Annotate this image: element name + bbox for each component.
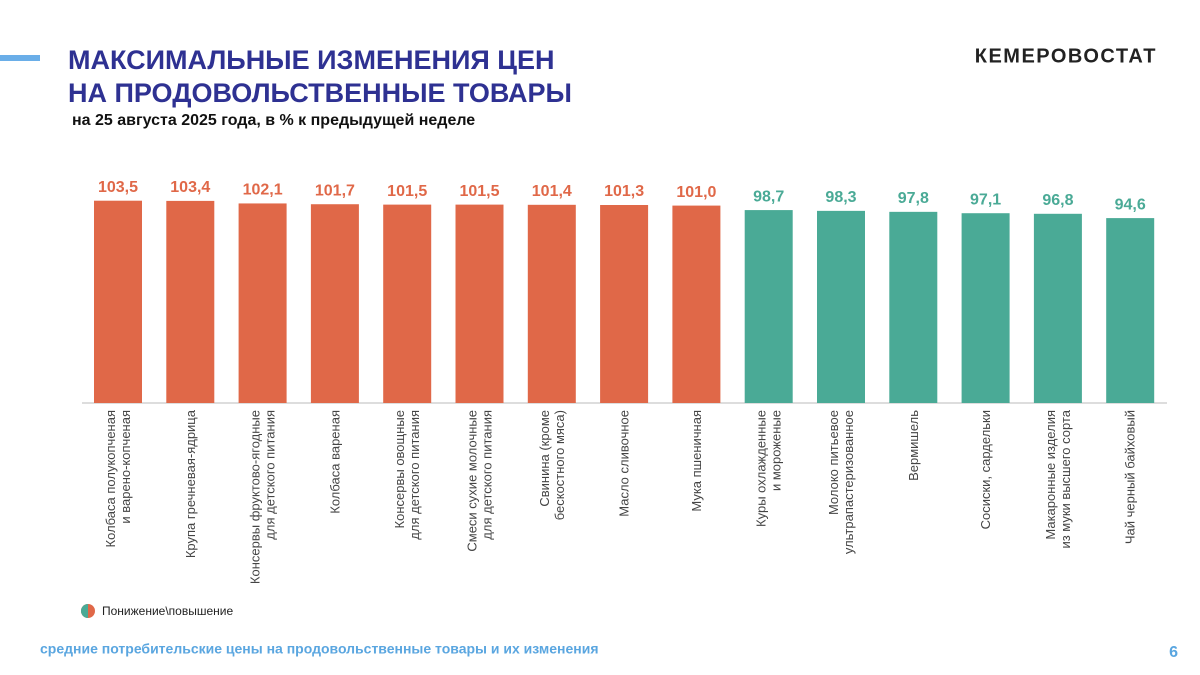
bar: [817, 210, 865, 403]
brand: КЕМЕРОВОСТАТ: [975, 45, 1157, 67]
bar: [744, 210, 793, 403]
accent-bar: [0, 55, 40, 61]
value-label: 101,3: [604, 183, 644, 200]
category-label: Куры охлажденные и мороженые: [753, 410, 784, 527]
category-label: Макаронные изделия из муки высшего сорта: [1042, 410, 1073, 549]
bar: [527, 204, 576, 403]
value-label: 96,8: [1042, 192, 1073, 209]
bar: [455, 204, 504, 403]
bar: [889, 211, 938, 403]
category-label: Вермишель: [905, 410, 921, 481]
bar: [672, 205, 721, 403]
value-label: 98,7: [753, 188, 784, 205]
subtitle: на 25 августа 2025 года, в % к предыдуще…: [72, 112, 475, 129]
title: НА ПРОДОВОЛЬСТВЕННЫЕ ТОВАРЫ: [68, 78, 572, 108]
legend-label: Понижение\повышение: [102, 604, 233, 618]
category-label: Крупа гречневая-ядрица: [182, 410, 198, 559]
title: МАКСИМАЛЬНЫЕ ИЗМЕНЕНИЯ ЦЕН: [68, 45, 555, 75]
category-label: Свинина (кроме бескостного мяса): [536, 410, 567, 521]
category-label: Масло сливочное: [616, 410, 632, 517]
value-label: 101,0: [676, 184, 716, 201]
bar: [310, 204, 359, 403]
value-label: 97,1: [970, 191, 1001, 208]
value-label: 94,6: [1115, 196, 1146, 213]
bar: [383, 204, 432, 403]
value-label: 101,5: [459, 183, 499, 200]
footer-text: средние потребительские цены на продовол…: [40, 641, 599, 657]
category-label: Консервы овощные для детского питания: [392, 410, 423, 540]
value-label: 102,1: [243, 182, 283, 199]
bar: [600, 205, 649, 403]
value-label: 101,4: [532, 183, 572, 200]
category-label: Сосиски, сардельки: [978, 410, 994, 530]
value-label: 103,4: [170, 179, 210, 196]
page-number: 6: [1169, 644, 1178, 661]
bar: [94, 200, 142, 403]
bar: [1106, 218, 1155, 403]
category-label: Молоко питьевое ультрапастеризованное: [826, 410, 856, 555]
bar: [166, 200, 215, 403]
category-label: Колбаса полукопченая и варено-копченая: [103, 410, 133, 548]
value-label: 98,3: [825, 189, 856, 206]
value-label: 97,8: [898, 190, 929, 207]
value-label: 103,5: [98, 179, 138, 196]
legend-icon: [81, 604, 88, 618]
category-label: Мука пшеничная: [688, 410, 704, 512]
bar: [238, 203, 287, 403]
value-label: 101,7: [315, 182, 355, 199]
category-label: Консервы фруктово-ягодные для детского п…: [247, 410, 278, 585]
category-label: Смеси сухие молочные для детского питани…: [464, 410, 495, 552]
bar: [1033, 213, 1082, 403]
bar: [961, 213, 1010, 403]
category-label: Чай черный байховый: [1122, 410, 1138, 545]
value-label: 101,5: [387, 183, 427, 200]
category-label: Колбаса вареная: [327, 410, 343, 514]
